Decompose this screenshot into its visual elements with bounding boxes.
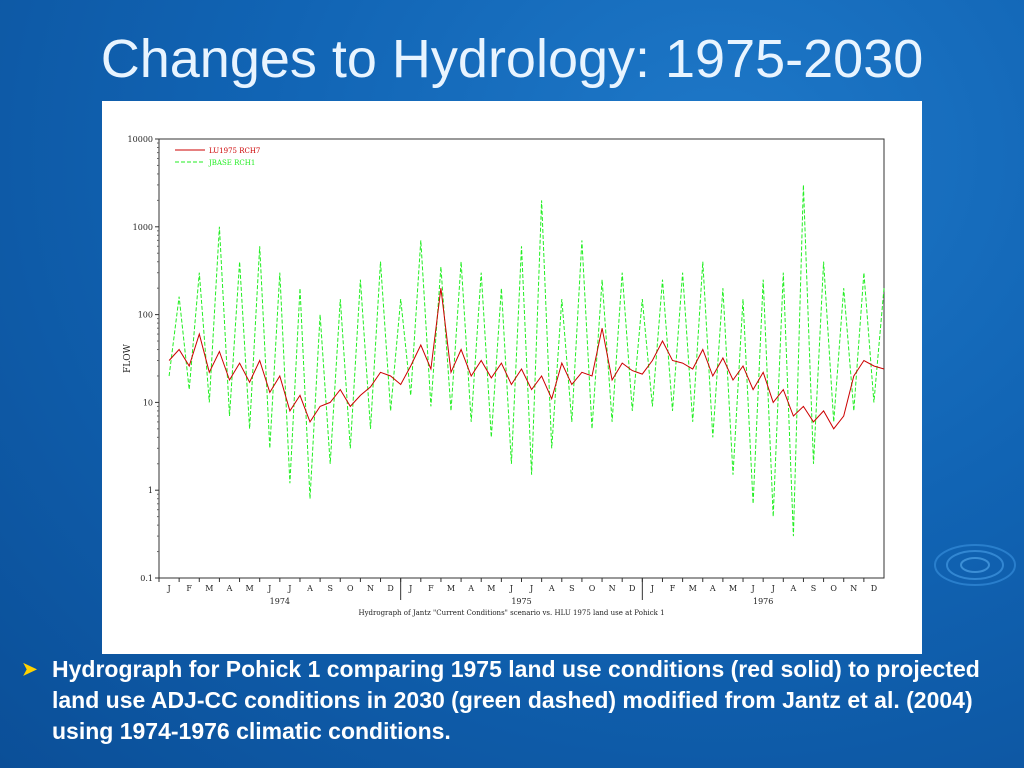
month-label: J <box>408 584 412 593</box>
month-label: J <box>529 584 533 593</box>
month-label: O <box>347 584 354 593</box>
month-label: S <box>327 584 332 593</box>
y-axis-label: FLOW <box>123 343 133 373</box>
arrow-bullet-icon: ➤ <box>22 659 38 679</box>
month-label: A <box>789 584 796 593</box>
slide-title: Changes to Hydrology: 1975-2030 <box>100 29 924 89</box>
series-line-jbase <box>168 184 885 537</box>
month-label: S <box>811 584 816 593</box>
month-label: N <box>367 584 374 593</box>
month-label: D <box>387 584 393 593</box>
month-label: J <box>650 584 654 593</box>
y-tick-label: 10000 <box>128 135 153 144</box>
water-ripple-decoration <box>934 544 1016 586</box>
hydrograph-chart: 0.1 1 10 100 1000 10000 FLOW J F M A M J J A S O N D J F M A M J… <box>102 101 922 654</box>
month-label: F <box>670 584 676 593</box>
y-tick-label: 0.1 <box>140 574 153 583</box>
y-tick-label: 1 <box>148 486 153 495</box>
month-label: A <box>306 584 313 593</box>
chart-caption: Hydrograph of Jantz "Current Conditions"… <box>358 609 664 617</box>
legend-label: JBASE RCH1 <box>208 159 255 167</box>
month-label: J <box>166 584 170 593</box>
caption-text: Hydrograph for Pohick 1 comparing 1975 l… <box>52 656 980 744</box>
month-label: J <box>771 584 775 593</box>
chart-svg: 0.1 1 10 100 1000 10000 FLOW J F M A M J J A S O N D J F M A M J… <box>123 135 885 617</box>
month-label: N <box>850 584 857 593</box>
year-label: 1975 <box>511 597 531 606</box>
month-label: M <box>246 584 254 593</box>
month-label: J <box>287 584 291 593</box>
month-label: J <box>267 584 271 593</box>
month-label: M <box>729 584 737 593</box>
month-label: M <box>487 584 495 593</box>
y-tick-label: 100 <box>138 311 153 320</box>
month-label: M <box>205 584 213 593</box>
year-label: 1974 <box>270 597 290 606</box>
month-label: D <box>871 584 877 593</box>
month-label: A <box>548 584 555 593</box>
month-label: S <box>569 584 574 593</box>
month-label: A <box>709 584 716 593</box>
year-label: 1976 <box>753 597 773 606</box>
month-label: A <box>226 584 233 593</box>
month-label: F <box>186 584 192 593</box>
plot-frame <box>158 138 885 579</box>
month-label: O <box>589 584 596 593</box>
legend-label: LU1975 RCH7 <box>209 147 260 155</box>
month-label: M <box>447 584 455 593</box>
y-tick-label: 1000 <box>133 223 153 232</box>
month-label: D <box>629 584 635 593</box>
month-label: O <box>830 584 837 593</box>
slide-caption: ➤ Hydrograph for Pohick 1 comparing 1975… <box>22 654 1012 747</box>
month-label: F <box>428 584 434 593</box>
month-label: A <box>467 584 474 593</box>
y-tick-label: 10 <box>143 398 153 407</box>
month-label: M <box>689 584 697 593</box>
series-line-lu1975 <box>168 288 885 430</box>
month-label: J <box>509 584 513 593</box>
month-label: J <box>750 584 754 593</box>
month-label: N <box>609 584 616 593</box>
